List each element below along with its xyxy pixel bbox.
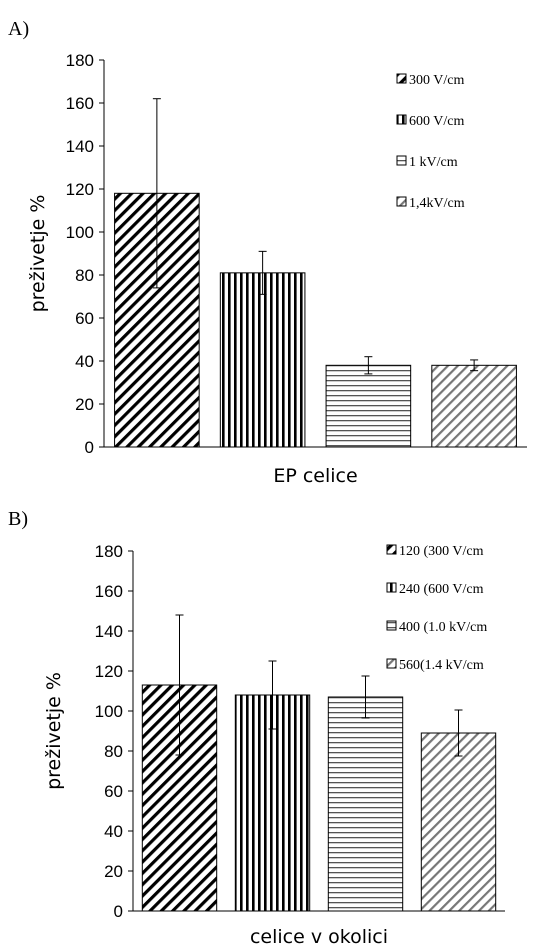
y-tick-label: 160 [95, 582, 123, 601]
panel-a-label: A) [8, 18, 30, 40]
y-tick-label: 140 [95, 622, 123, 641]
y-tick-label: 180 [95, 542, 123, 561]
y-axis-title: preživetje % [27, 195, 49, 313]
legend-entry: 400 (1.0 kV/cm [399, 620, 487, 635]
y-tick-label: 160 [66, 94, 94, 113]
y-tick-label: 60 [104, 782, 123, 801]
legend-entry: 1 kV/cm [409, 155, 458, 170]
legend-swatch [386, 658, 397, 669]
x-axis-title: celice v okolici [250, 926, 388, 947]
bar-3 [327, 696, 404, 912]
legend-entry: 120 (300 V/cm [399, 544, 484, 559]
legend-entry: 560(1.4 kV/cm [399, 658, 484, 673]
chart-a: 0 20 40 60 80 100 120 140 160 180 preživetje % EP c… [27, 51, 527, 487]
y-tick-label: 100 [95, 702, 123, 721]
y-tick-label: 180 [66, 51, 94, 70]
y-tick-label: 120 [66, 180, 94, 199]
bar-3 [325, 364, 412, 448]
y-tick-label: 80 [104, 742, 123, 761]
y-tick-label: 40 [104, 822, 123, 841]
y-axis-title: preživetje % [43, 672, 65, 790]
bar-4 [431, 364, 517, 448]
y-tick-label: 20 [75, 395, 94, 414]
legend-entry: 600 V/cm [409, 114, 464, 129]
y-tick-label: 0 [85, 438, 94, 457]
legend-entry: 240 (600 V/cm [399, 582, 484, 597]
legend-swatch [386, 544, 397, 555]
legend-swatch [386, 582, 397, 593]
y-tick-label: 100 [66, 223, 94, 242]
legend-swatch [396, 73, 407, 84]
y-tick-label: 40 [75, 352, 94, 371]
bar-4 [420, 732, 497, 912]
legend-swatch [396, 155, 407, 166]
legend-swatch [396, 196, 407, 207]
y-tick-label: 80 [75, 266, 94, 285]
panel-b-label: B) [8, 508, 28, 530]
legend-swatch [386, 620, 397, 631]
x-axis-title: EP celice [273, 465, 357, 487]
legend-swatch [396, 114, 407, 125]
bar-2 [234, 694, 311, 912]
y-tick-label: 140 [66, 137, 94, 156]
y-tick-label: 20 [104, 862, 123, 881]
legend-entry: 1,4kV/cm [409, 196, 465, 211]
chart-b: 0 20 40 60 80 100 120 140 160 180 preživetje % celi… [43, 542, 505, 947]
y-tick-label: 60 [75, 309, 94, 328]
bar-2 [219, 272, 306, 448]
y-tick-label: 120 [95, 662, 123, 681]
y-tick-label: 0 [114, 902, 123, 921]
legend-entry: 300 V/cm [409, 73, 464, 88]
